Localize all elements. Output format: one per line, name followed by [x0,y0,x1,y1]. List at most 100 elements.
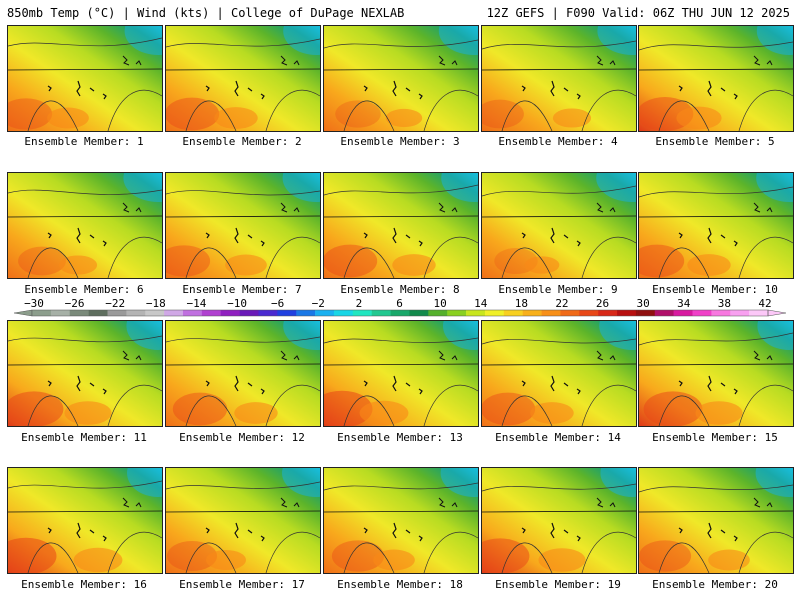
ensemble-map-13 [323,320,479,427]
colorbar-swatch [220,310,240,316]
caption-prefix: Ensemble Member: [495,578,608,591]
temperature-map [324,468,478,573]
colorbar-swatch [466,310,486,316]
colorbar-swatch [428,310,448,316]
colorbar-tick: −10 [227,297,247,310]
colorbar-swatch [50,310,71,316]
member-caption: Ensemble Member: 7 [163,283,321,296]
colorbar-swatch [88,310,108,316]
colorbar-swatch [711,310,731,316]
colorbar-swatch [296,310,316,316]
member-number: 15 [764,431,778,444]
member-caption: Ensemble Member: 1 [5,135,163,148]
member-caption: Ensemble Member: 14 [479,431,637,444]
member-caption: Ensemble Member: 13 [321,431,479,444]
colorbar-tick: 42 [758,297,772,310]
colorbar-tick: −18 [145,297,166,310]
colorbar-swatch [522,310,542,316]
colorbar-tick: 30 [636,297,650,310]
caption-prefix: Ensemble Member: [337,578,450,591]
member-caption: Ensemble Member: 9 [479,283,637,296]
member-number: 7 [294,283,302,296]
colorbar-swatch [315,310,335,316]
colorbar-swatch [258,310,278,316]
temperature-colorbar [13,309,787,317]
member-caption: Ensemble Member: 18 [321,578,479,591]
colorbar-tick: −22 [105,297,126,310]
member-number: 3 [452,135,460,148]
caption-prefix: Ensemble Member: [24,135,137,148]
temperature-map [166,26,320,131]
caption-prefix: Ensemble Member: [182,135,295,148]
caption-prefix: Ensemble Member: [498,135,611,148]
colorbar-tick: −26 [64,297,85,310]
ensemble-map-2 [165,25,321,132]
colorbar-swatch [560,310,580,316]
header-left-title: 850mb Temp (°C) | Wind (kts) | College o… [7,6,405,20]
colorbar-swatch [371,310,391,316]
ensemble-map-9 [481,172,637,279]
ensemble-map-11 [7,320,163,427]
colorbar-tick: 6 [396,297,403,310]
temperature-map [8,26,162,131]
colorbar-swatch [126,310,146,316]
member-number: 18 [449,578,463,591]
ensemble-map-16 [7,467,163,574]
colorbar-swatch [447,310,467,316]
temperature-map [324,321,478,426]
colorbar-swatch [503,310,523,316]
ensemble-map-6 [7,172,163,279]
ensemble-map-19 [481,467,637,574]
colorbar-swatch [352,310,372,316]
caption-prefix: Ensemble Member: [21,431,134,444]
header-right-run-info: 12Z GEFS | F090 Valid: 06Z THU JUN 12 20… [486,6,790,20]
temperature-map [166,321,320,426]
colorbar-swatch [164,310,184,316]
colorbar-tick: 26 [595,297,610,310]
member-number: 20 [764,578,778,591]
member-caption: Ensemble Member: 17 [163,578,321,591]
colorbar-tick: 14 [474,297,488,310]
temperature-map [639,468,793,573]
member-number: 10 [764,283,778,296]
colorbar-tick: 22 [555,297,569,310]
colorbar-left-arrow [13,309,33,317]
colorbar-tick: −2 [311,297,325,310]
member-number: 4 [610,135,618,148]
colorbar-tick: 10 [433,297,447,310]
ensemble-map-17 [165,467,321,574]
caption-prefix: Ensemble Member: [340,135,453,148]
member-caption: Ensemble Member: 4 [479,135,637,148]
member-caption: Ensemble Member: 8 [321,283,479,296]
temperature-map [8,468,162,573]
colorbar-tick: −14 [186,297,207,310]
colorbar-swatch [333,310,354,316]
caption-prefix: Ensemble Member: [179,578,292,591]
ensemble-map-4 [481,25,637,132]
colorbar-tick: 34 [677,297,691,310]
member-number: 19 [607,578,621,591]
member-caption: Ensemble Member: 3 [321,135,479,148]
colorbar-tick: −6 [271,297,285,310]
colorbar-swatch [654,310,674,316]
ensemble-map-10 [638,172,794,279]
member-number: 16 [133,578,147,591]
member-caption: Ensemble Member: 6 [5,283,163,296]
ensemble-map-20 [638,467,794,574]
colorbar-swatch [598,310,618,316]
colorbar-tick: 18 [514,297,528,310]
caption-prefix: Ensemble Member: [21,578,134,591]
temperature-map [8,321,162,426]
ensemble-map-8 [323,172,479,279]
caption-prefix: Ensemble Member: [652,431,765,444]
colorbar-tick: 38 [717,297,731,310]
colorbar-right-arrow [767,309,787,317]
member-number: 6 [136,283,144,296]
member-caption: Ensemble Member: 2 [163,135,321,148]
colorbar-swatch [635,310,656,316]
colorbar-swatch [541,310,561,316]
member-number: 13 [449,431,463,444]
caption-prefix: Ensemble Member: [652,283,765,296]
caption-prefix: Ensemble Member: [179,431,292,444]
colorbar-swatch [277,310,297,316]
